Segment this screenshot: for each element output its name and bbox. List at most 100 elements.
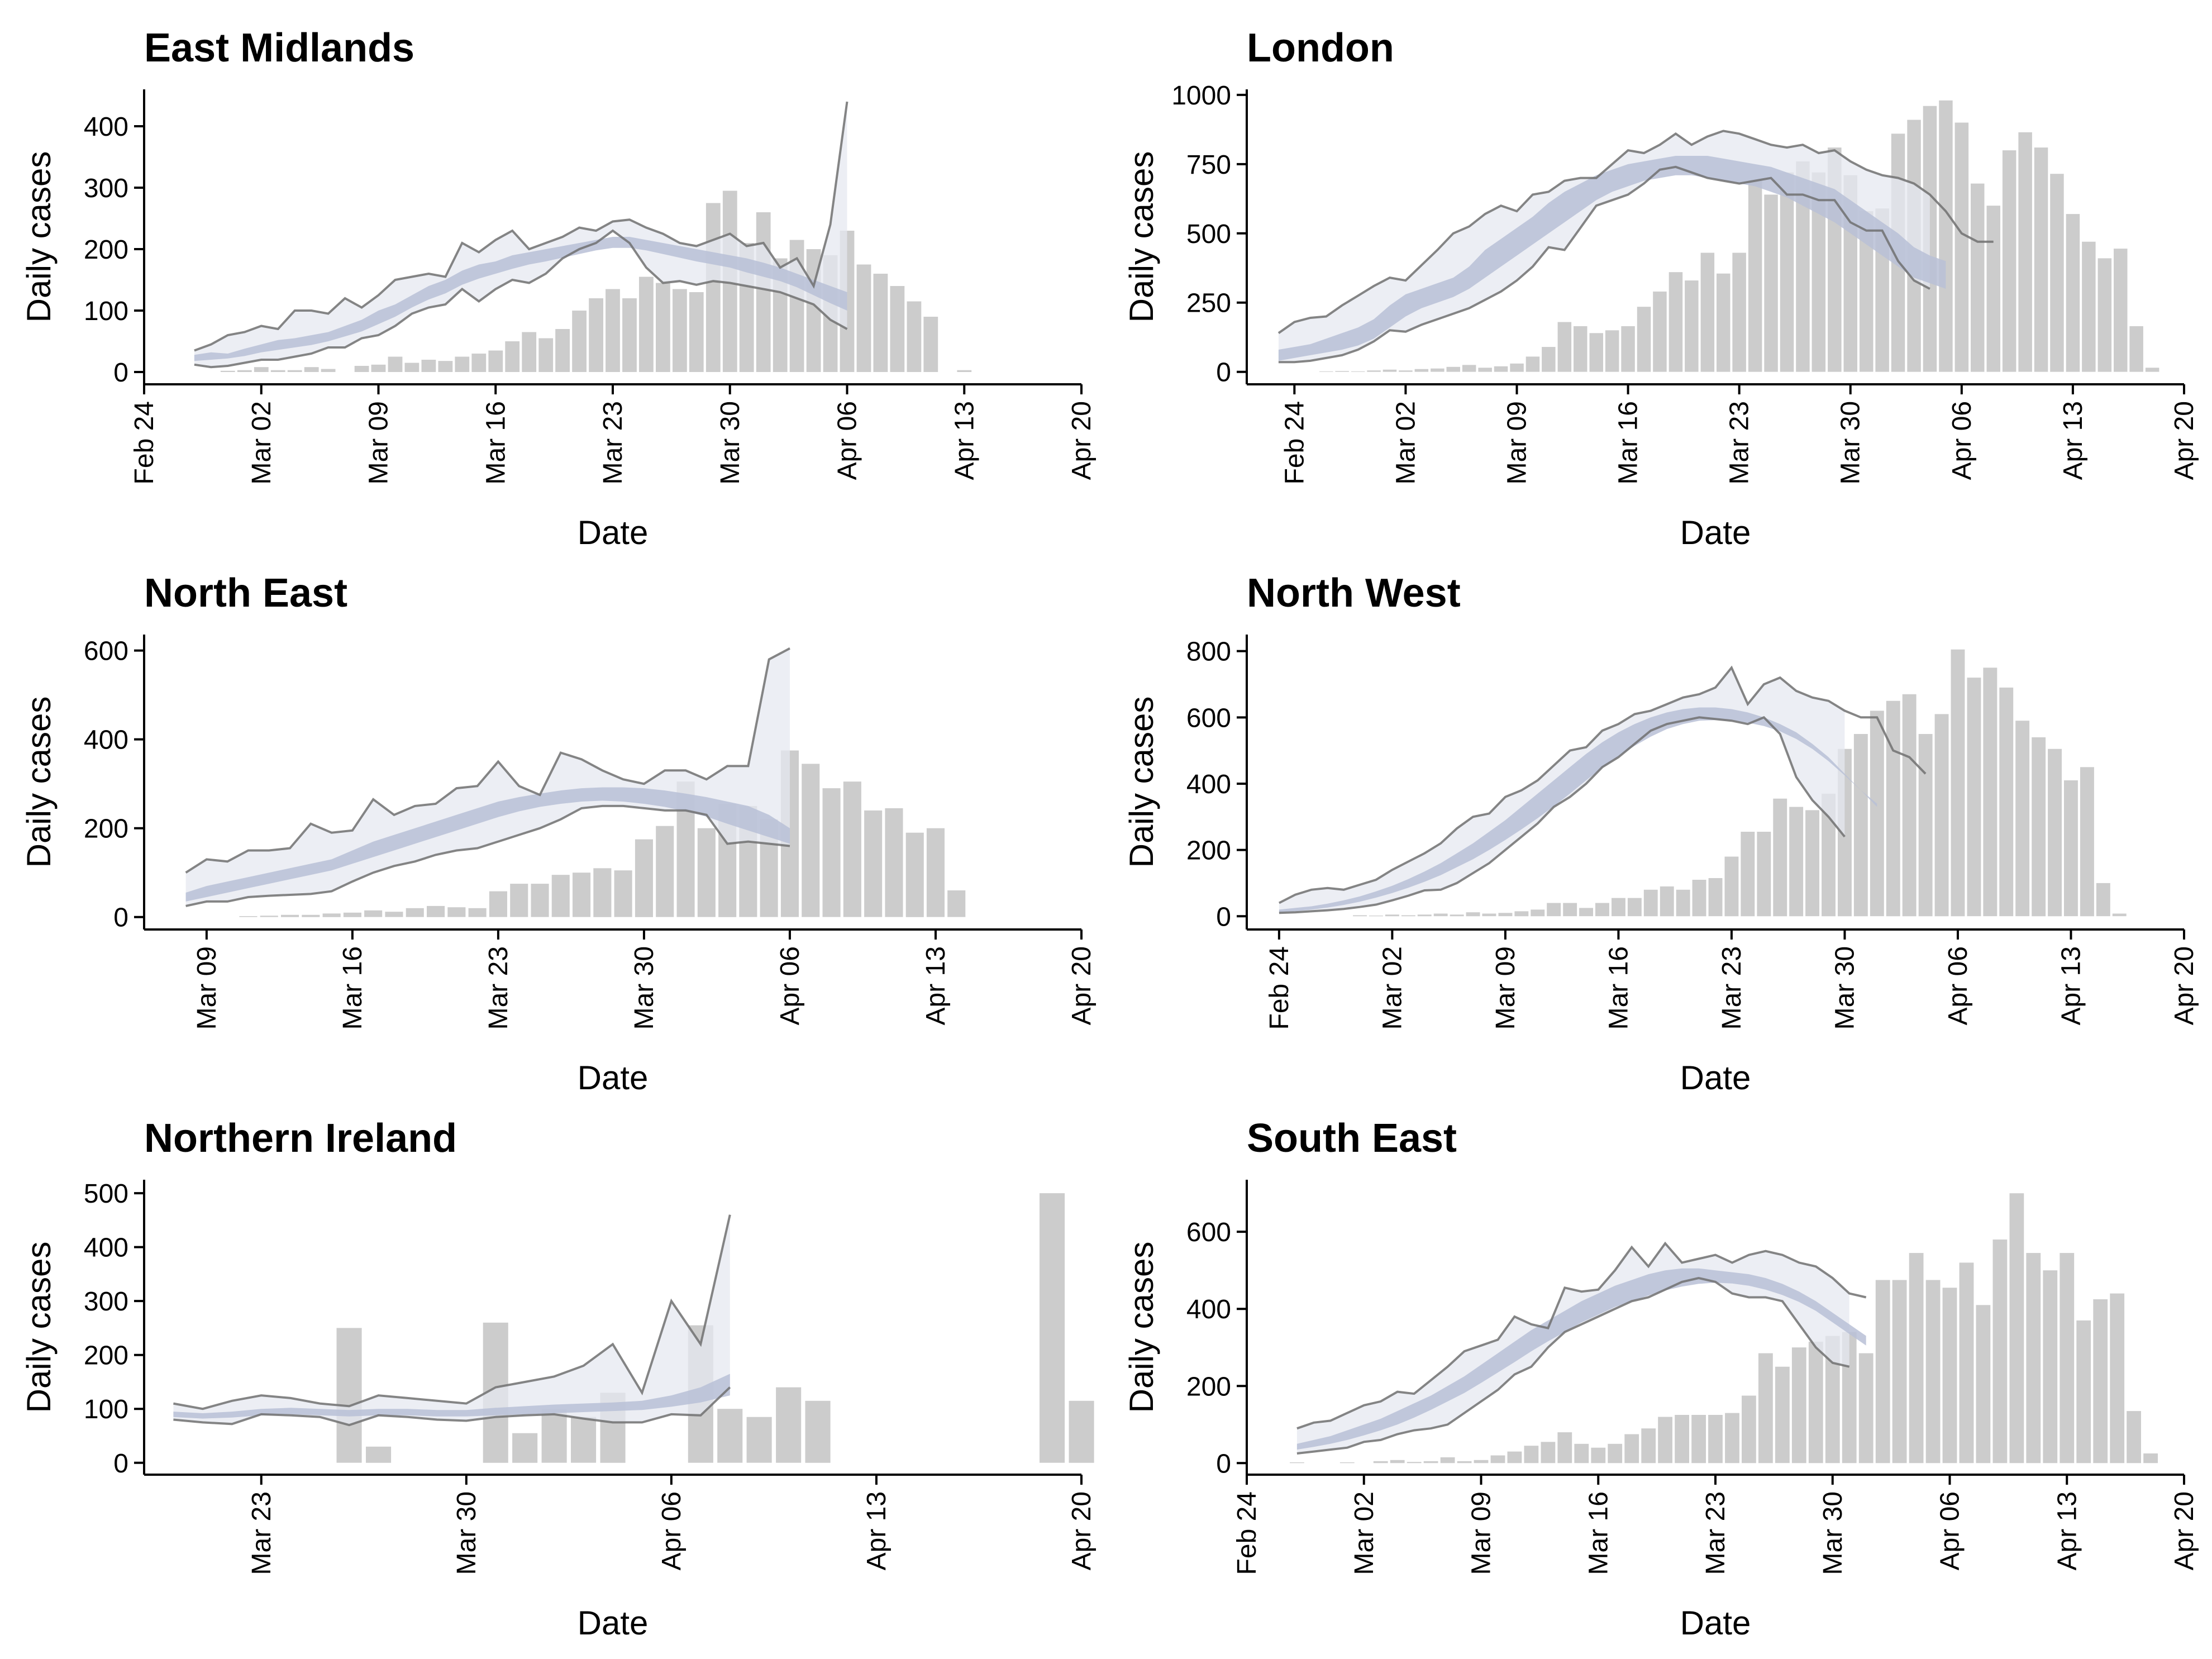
x-tick-label: Apr 13	[2058, 401, 2088, 480]
y-tick-label: 400	[84, 112, 128, 142]
bar	[1390, 1460, 1405, 1463]
bar	[510, 884, 528, 917]
bar	[1498, 913, 1513, 917]
x-tick-label: Mar 09	[1491, 946, 1520, 1029]
bar	[656, 826, 674, 917]
x-tick-label: Apr 06	[1936, 1491, 1965, 1570]
bar	[364, 910, 383, 917]
ci-inner-band	[173, 1374, 730, 1419]
ci-outer-band	[185, 648, 790, 906]
bar	[1748, 180, 1762, 372]
x-tick-label: Mar 09	[1503, 401, 1532, 484]
bar	[1414, 369, 1429, 372]
bar	[1557, 1432, 1572, 1463]
x-tick-label: Mar 02	[247, 401, 276, 484]
x-tick-label: Mar 23	[247, 1491, 276, 1575]
bar	[2143, 1453, 2158, 1463]
bar	[2060, 1253, 2075, 1463]
bar	[1450, 914, 1464, 917]
bar	[1934, 714, 1949, 917]
bar	[606, 289, 620, 372]
x-tick-label: Mar 23	[598, 401, 628, 484]
bar	[1373, 1461, 1388, 1463]
bar	[1942, 1288, 1957, 1463]
bar	[1892, 1280, 1907, 1463]
y-tick-label: 200	[84, 814, 128, 844]
x-tick-label: Mar 30	[1830, 946, 1860, 1029]
y-tick-label: 500	[84, 1179, 128, 1209]
bar	[489, 891, 507, 917]
bar	[1608, 1443, 1623, 1463]
bar	[1742, 1395, 1756, 1463]
x-tick-label: Apr 20	[2170, 1491, 2199, 1570]
bar	[2129, 326, 2143, 372]
y-tick-label: 0	[1216, 902, 1231, 932]
bar	[2114, 249, 2128, 372]
bar	[302, 914, 320, 917]
bar	[1399, 370, 1413, 372]
x-tick-label: Mar 30	[716, 401, 745, 484]
bar	[1482, 913, 1496, 917]
bar	[1939, 100, 1953, 372]
bar	[1886, 700, 1900, 917]
bar	[260, 916, 278, 917]
bar	[522, 332, 537, 372]
bar	[639, 276, 654, 372]
panel-title: London	[1247, 26, 1394, 70]
x-tick-label: Mar 02	[1377, 946, 1407, 1029]
bar	[1563, 903, 1577, 917]
bar	[1758, 1353, 1773, 1463]
bar	[1808, 1341, 1823, 1463]
x-tick-label: Mar 23	[1717, 946, 1747, 1029]
bar	[2048, 749, 2062, 917]
x-tick-label: Mar 09	[364, 401, 394, 484]
bar	[905, 832, 924, 917]
x-tick-label: Apr 13	[2057, 946, 2086, 1025]
bar	[1976, 1305, 1991, 1463]
ci-inner-band	[1278, 156, 1946, 361]
ci-inner-band	[185, 787, 790, 902]
bar	[2082, 241, 2096, 372]
bar	[2064, 780, 2078, 917]
y-tick-label: 800	[1186, 637, 1231, 667]
bar	[281, 914, 299, 917]
bar	[746, 1417, 772, 1463]
bar	[885, 808, 903, 917]
bar	[2026, 1253, 2041, 1463]
bar	[2032, 737, 2046, 917]
x-tick-label: Apr 20	[1067, 1491, 1097, 1570]
bar	[220, 370, 235, 372]
bar	[1385, 914, 1399, 917]
bar	[1547, 903, 1561, 917]
bar	[1542, 347, 1556, 372]
bar	[756, 212, 771, 372]
bar	[1658, 1417, 1672, 1463]
x-tick-label: Apr 20	[1067, 401, 1097, 480]
x-tick-label: Mar 30	[1836, 401, 1866, 484]
bar	[697, 828, 716, 917]
bar	[2080, 767, 2094, 917]
y-tick-label: 200	[1186, 1372, 1231, 1401]
bar	[1457, 1461, 1472, 1463]
y-axis-label: Daily cases	[1123, 697, 1160, 868]
bar	[237, 370, 252, 372]
bar	[1724, 856, 1739, 917]
x-tick-label: Mar 30	[630, 946, 659, 1029]
bar	[1423, 1461, 1438, 1463]
bar	[1685, 280, 1699, 372]
y-tick-label: 750	[1186, 150, 1231, 180]
bar	[622, 298, 637, 372]
bar	[322, 913, 341, 917]
bar	[1319, 371, 1333, 372]
bar	[1983, 668, 1998, 917]
ci-upper-line	[1277, 130, 1994, 334]
bar	[1605, 330, 1619, 372]
x-tick-label: Mar 23	[1701, 1491, 1730, 1575]
bar	[2076, 1320, 2091, 1463]
x-axis-label: Date	[1680, 514, 1751, 551]
x-tick-label: Apr 06	[775, 946, 805, 1025]
bar	[2018, 132, 2032, 372]
bar	[1494, 366, 1508, 372]
ci-lower-line	[1278, 165, 1930, 364]
y-axis-label: Daily cases	[20, 697, 58, 868]
